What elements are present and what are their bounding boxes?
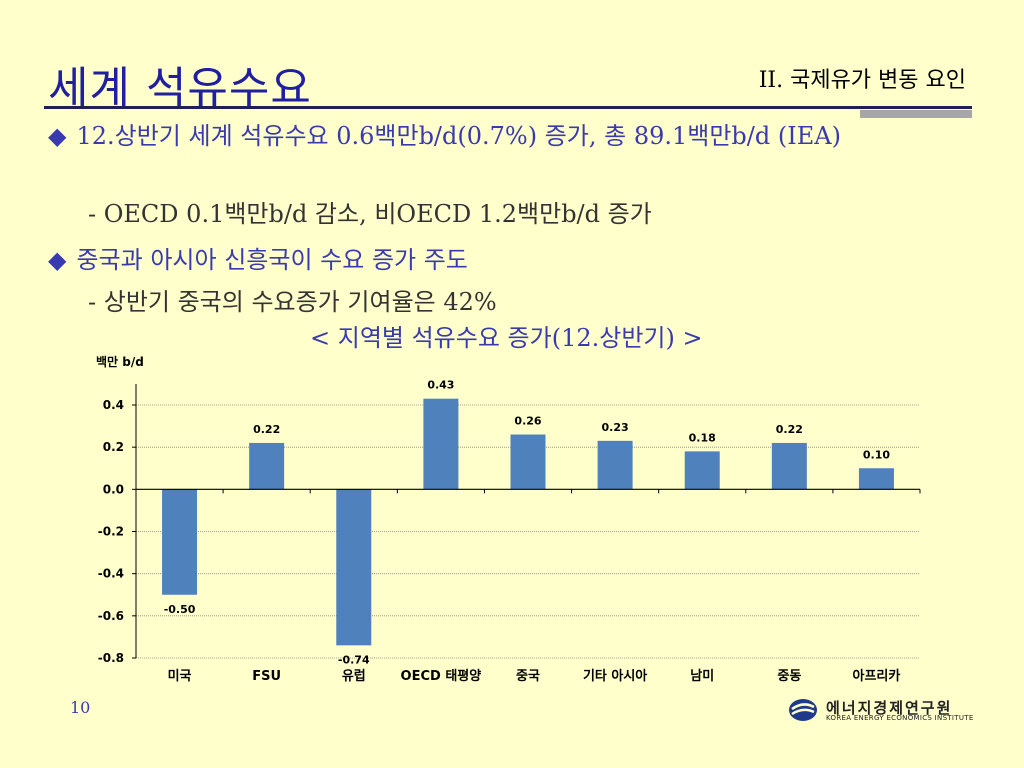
x-category-label: 미국 [168,668,192,684]
bullet-world-demand: ◆ 12.상반기 세계 석유수요 0.6백만b/d(0.7%) 증가, 총 89.… [48,120,948,152]
bar [771,442,807,490]
y-tick-label: 0.4 [103,398,124,412]
bullet-text: 중국과 아시아 신흥국이 수요 증가 주도 [76,246,468,274]
x-category-label: 아프리카 [853,668,901,684]
x-category-label: 남미 [690,668,714,684]
bar-value-label: 0.22 [776,423,803,436]
sub-bullet-oecd: - OECD 0.1백만b/d 감소, 비OECD 1.2백만b/d 증가 [88,200,652,228]
x-category-label: OECD 태평양 [401,668,482,684]
bar [684,451,720,490]
institute-logo: 에너지경제연구원 KOREA ENERGY ECONOMICS INSTITUT… [786,697,976,725]
bar-value-label: -0.74 [338,653,370,666]
bar-value-label: 0.43 [427,379,454,392]
x-category-label: FSU [252,669,281,684]
logo-english-text: KOREA ENERGY ECONOMICS INSTITUTE [826,714,974,722]
x-category-label: 중동 [777,669,801,684]
x-category-label: 기타 아시아 [583,668,647,684]
y-tick-label: -0.8 [98,651,124,665]
bar [858,468,894,490]
page-number: 10 [70,698,91,717]
bar [162,489,198,595]
bullet-china-asia: ◆ 중국과 아시아 신흥국이 수요 증가 주도 [48,240,468,275]
bar-value-label: 0.26 [514,415,541,428]
bar-value-label: 0.10 [863,448,890,461]
bar [597,440,633,490]
bullet-text: 12.상반기 세계 석유수요 0.6백만b/d(0.7%) 증가, 총 89.1… [76,122,841,150]
y-tick-label: -0.2 [98,525,124,539]
bar-value-label: 0.18 [689,431,716,444]
y-tick-label: -0.4 [98,567,124,581]
flame-logo-icon [789,699,817,721]
title-divider [44,106,972,109]
y-tick-label: 0.0 [103,482,124,496]
sub-bullet-china-share: - 상반기 중국의 수요증가 기여율은 42% [88,288,497,316]
bar-value-label: -0.50 [164,603,196,616]
bar-value-label: 0.23 [602,421,629,434]
x-category-label: 중국 [516,669,540,684]
page-title: 세계 석유수요 [48,63,312,114]
bar [510,434,546,490]
y-tick-label: 0.2 [103,440,124,454]
chart-title: < 지역별 석유수요 증가(12.상반기) > [310,324,703,352]
bar-value-label: 0.22 [253,423,280,436]
bar [423,398,459,490]
y-tick-label: -0.6 [98,609,124,623]
title-divider-accent [860,110,972,118]
bar [336,489,372,646]
bar [249,442,285,490]
logo-korean-text: 에너지경제연구원 [826,699,953,717]
x-category-label: 유럽 [342,669,366,684]
diamond-bullet-icon: ◆ [48,122,67,150]
y-axis-label: 백만 b/d [96,354,144,369]
section-label: II. 국제유가 변동 요인 [758,68,966,93]
diamond-bullet-icon: ◆ [48,246,67,274]
